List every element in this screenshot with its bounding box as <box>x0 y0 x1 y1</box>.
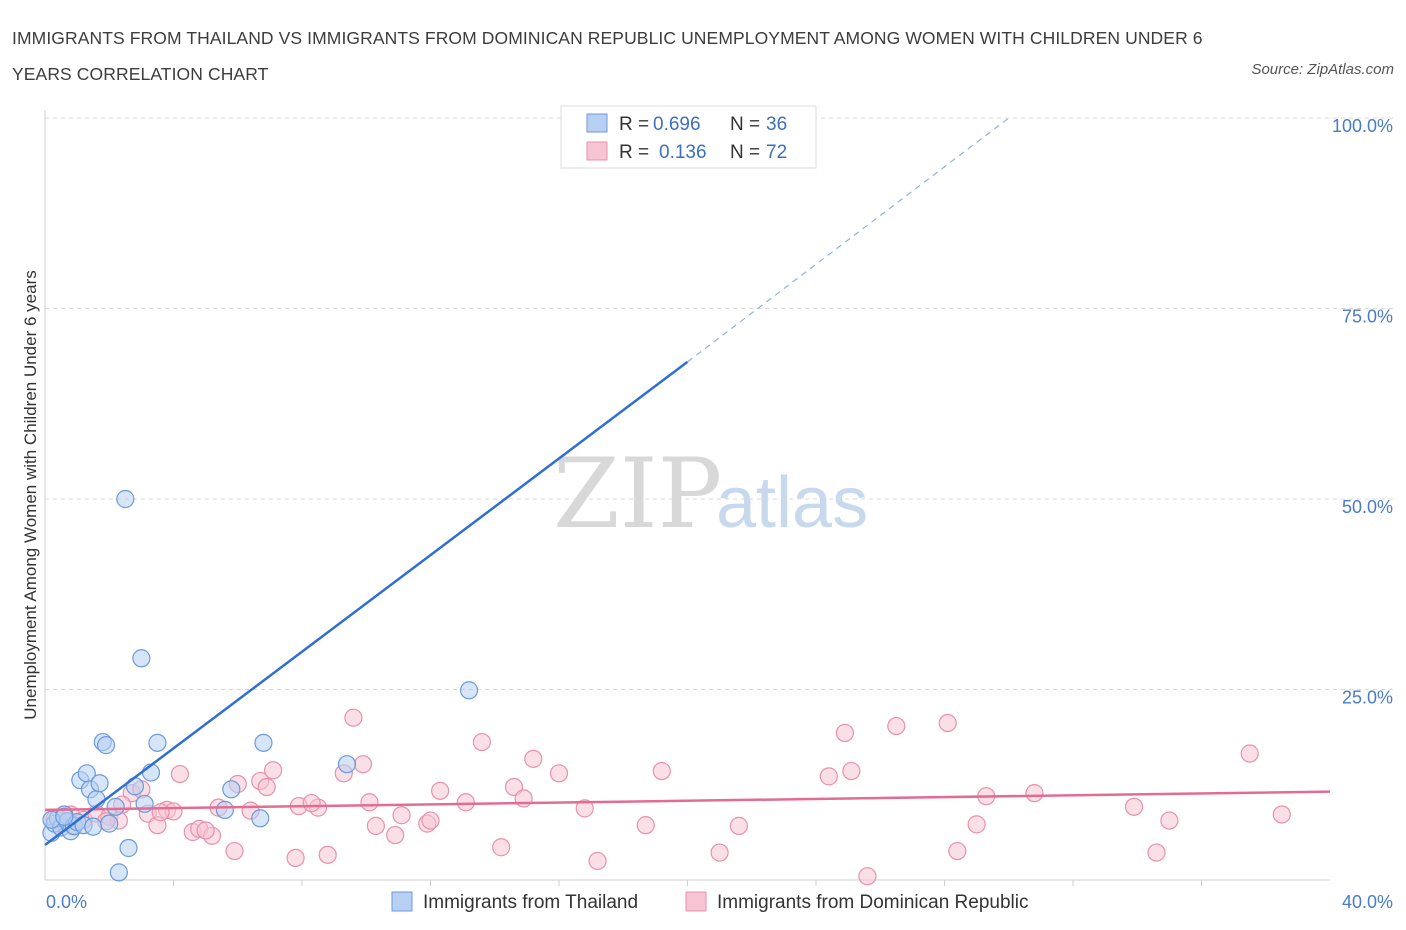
thailand-point-35 <box>55 807 74 826</box>
dominican-point-64 <box>1240 744 1259 763</box>
dominican-point-33 <box>386 825 405 845</box>
dominican-point-29 <box>344 708 363 727</box>
dominican-point-70 <box>196 821 215 840</box>
legend-dominican-r-value: 0.136 <box>659 142 707 163</box>
gridlines <box>45 117 1393 690</box>
watermark-zip: ZIP <box>553 438 722 550</box>
legend-dominican-swatch <box>586 141 608 161</box>
dominican-point-50 <box>729 816 749 835</box>
dominican-point-51 <box>819 767 838 786</box>
legend-thailand-swatch <box>586 113 608 133</box>
dominican-point-57 <box>948 841 967 861</box>
bottom-legend: Immigrants from Thailand Immigrants from… <box>391 891 1029 913</box>
trendline-dominican <box>44 790 1331 812</box>
source-credit: Source: ZipAtlas.com <box>1251 61 1394 78</box>
dominican-point-13 <box>170 764 190 784</box>
y-tick-label-25: 25.0% <box>1342 688 1393 708</box>
dominican-point-38 <box>456 793 475 812</box>
y-axis-label: Unemployment Among Women with Children U… <box>21 270 40 719</box>
dominican-point-37 <box>431 781 450 800</box>
chart-title: IMMIGRANTS FROM THAILAND VS IMMIGRANTS F… <box>12 28 1203 84</box>
legend-thailand-n-label: N = <box>730 114 760 135</box>
thailand-point-22 <box>119 838 138 858</box>
dominican-point-58 <box>967 815 986 834</box>
dominican-point-36 <box>421 811 440 830</box>
thailand-point-13 <box>84 817 103 836</box>
top-legend: R = 0.696 N = 36 R = 0.136 N = 72 <box>560 105 817 169</box>
dominican-point-55 <box>887 716 906 736</box>
thailand-point-18 <box>100 814 119 833</box>
bottom-legend-thailand-label: Immigrants from Thailand <box>423 892 638 913</box>
trendline-thailand <box>44 360 689 846</box>
dominican-point-32 <box>366 816 385 835</box>
x-tick-label-max: 40.0% <box>1342 892 1393 912</box>
trendlines <box>44 117 1331 846</box>
y-tick-label-75: 75.0% <box>1342 307 1393 327</box>
thailand-point-24 <box>132 649 151 668</box>
thailand-point-28 <box>215 800 234 819</box>
dominican-point-34 <box>392 806 411 825</box>
y-tick-label-100: 100.0% <box>1332 116 1393 136</box>
dominican-point-23 <box>263 761 283 780</box>
legend-dominican-n-value: 72 <box>766 142 787 163</box>
dominican-point-63 <box>1160 811 1179 830</box>
legend-thailand-r-value: 0.696 <box>653 114 701 135</box>
thailand-point-30 <box>251 809 270 828</box>
dominican-point-48 <box>652 761 671 781</box>
thailand-point-19 <box>106 797 125 816</box>
dominican-point-52 <box>835 723 855 743</box>
legend-thailand-r-label: R = <box>619 114 649 135</box>
y-tick-label-50: 50.0% <box>1342 497 1393 517</box>
dominican-point-56 <box>938 713 957 733</box>
dominican-point-47 <box>636 816 655 835</box>
bottom-legend-dominican-swatch <box>685 891 707 912</box>
dominican-point-65 <box>1272 805 1291 824</box>
dominican-point-53 <box>842 761 861 781</box>
dominican-point-40 <box>492 838 511 857</box>
legend-dominican-r-label: R = <box>619 142 649 163</box>
dominican-point-39 <box>472 732 491 752</box>
dominican-point-60 <box>1025 784 1044 803</box>
thailand-point-31 <box>254 733 273 752</box>
thailand-point-27 <box>148 733 167 752</box>
thailand-point-32 <box>337 755 357 774</box>
thailand-point-20 <box>109 863 128 882</box>
bottom-legend-thailand-swatch <box>391 891 413 912</box>
dominican-point-27 <box>318 845 337 864</box>
dominican-point-46 <box>588 851 607 871</box>
thailand-point-21 <box>116 489 135 509</box>
dominican-point-62 <box>1147 843 1166 862</box>
dominican-point-31 <box>360 793 379 812</box>
y-tick-labels: 25.0% 50.0% 75.0% 100.0% <box>1332 116 1393 708</box>
dominican-point-24 <box>286 848 305 868</box>
thailand-point-33 <box>459 681 479 700</box>
dominican-point-69 <box>151 803 170 822</box>
trendline-thailand-extension <box>687 117 1010 363</box>
legend-dominican-n-label: N = <box>730 142 760 163</box>
dominican-point-54 <box>858 867 877 886</box>
bottom-legend-dominican-label: Immigrants from Dominican Republic <box>717 892 1029 913</box>
dominican-point-30 <box>353 755 373 774</box>
x-tick-label-min: 0.0% <box>46 892 87 912</box>
legend-thailand-n-value: 36 <box>766 114 787 135</box>
thailand-point-29 <box>222 780 241 799</box>
watermark-atlas: atlas <box>716 463 868 543</box>
dominican-point-18 <box>225 841 244 861</box>
dominican-point-44 <box>549 764 569 783</box>
dominican-point-61 <box>1124 797 1144 816</box>
dominican-point-49 <box>710 843 729 862</box>
dominican-point-22 <box>257 777 276 797</box>
axes <box>44 110 1330 886</box>
thailand-point-15 <box>90 774 109 793</box>
dominican-point-71 <box>302 793 321 813</box>
thailand-point-17 <box>96 736 116 755</box>
dominican-point-43 <box>524 749 543 768</box>
dominican-point-45 <box>575 799 594 818</box>
series-thailand-points <box>42 489 479 882</box>
